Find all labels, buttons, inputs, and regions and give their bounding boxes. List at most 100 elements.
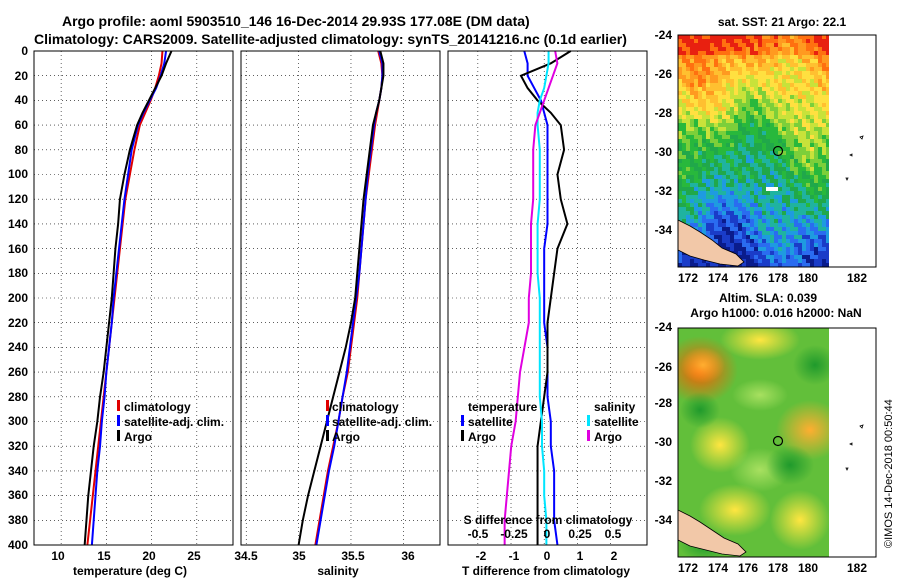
- sst-cell: [822, 179, 826, 183]
- sst-cell: [826, 139, 830, 143]
- sst-cell: [810, 111, 814, 115]
- sst-cell: [798, 251, 802, 255]
- sst-cell: [722, 171, 726, 175]
- sst-cell: [694, 159, 698, 163]
- sst-cell: [806, 67, 810, 71]
- sst-cell: [698, 47, 702, 51]
- sst-cell: [810, 163, 814, 167]
- x-tick-label: 10: [51, 549, 65, 563]
- sst-cell: [706, 103, 710, 107]
- sst-cell: [742, 187, 746, 191]
- sst-cell: [766, 71, 770, 75]
- sst-cell: [686, 63, 690, 67]
- sst-cell: [814, 59, 818, 63]
- sst-cell: [702, 131, 706, 135]
- sst-cell: [718, 139, 722, 143]
- sst-cell: [806, 39, 810, 43]
- sst-cell: [698, 91, 702, 95]
- sst-cell: [730, 59, 734, 63]
- sst-cell: [818, 227, 822, 231]
- x2-tick-label: -0.25: [500, 527, 528, 541]
- sst-cell: [742, 239, 746, 243]
- sst-cell: [782, 211, 786, 215]
- sst-cell: [686, 127, 690, 131]
- argo-location-marker: [772, 145, 784, 157]
- sst-cell: [754, 223, 758, 227]
- sst-cell: [710, 111, 714, 115]
- sst-cell: [766, 123, 770, 127]
- sst-cell: [714, 191, 718, 195]
- sst-cell: [766, 35, 770, 39]
- sst-cell: [778, 187, 782, 191]
- sst-cell: [706, 191, 710, 195]
- sst-cell: [766, 51, 770, 55]
- sst-cell: [718, 207, 722, 211]
- sst-cell: [750, 151, 754, 155]
- sst-cell: [710, 115, 714, 119]
- sst-cell: [690, 163, 694, 167]
- sst-cell: [710, 263, 714, 267]
- sst-cell: [758, 155, 762, 159]
- sst-cell: [766, 103, 770, 107]
- sst-cell: [826, 203, 830, 207]
- sst-cell: [814, 207, 818, 211]
- sst-cell: [730, 63, 734, 67]
- sst-cell: [782, 75, 786, 79]
- sst-cell: [818, 219, 822, 223]
- sst-cell: [730, 203, 734, 207]
- sst-cell: [786, 151, 790, 155]
- sst-cell: [706, 227, 710, 231]
- sst-cell: [758, 199, 762, 203]
- sst-cell: [702, 167, 706, 171]
- sst-cell: [730, 75, 734, 79]
- x-tick-label: 34.5: [234, 549, 258, 563]
- sst-cell: [798, 183, 802, 187]
- sst-cell: [690, 39, 694, 43]
- sst-cell: [698, 211, 702, 215]
- sst-cell: [690, 183, 694, 187]
- sst-cell: [798, 135, 802, 139]
- sst-cell: [758, 43, 762, 47]
- sst-cell: [770, 103, 774, 107]
- sst-cell: [682, 259, 686, 263]
- sst-cell: [710, 91, 714, 95]
- sst-cell: [802, 211, 806, 215]
- sst-cell: [690, 203, 694, 207]
- sst-cell: [766, 247, 770, 251]
- sst-cell: [826, 79, 830, 83]
- sst-cell: [766, 251, 770, 255]
- sst-cell: [726, 87, 730, 91]
- sst-cell: [734, 227, 738, 231]
- sst-cell: [702, 135, 706, 139]
- sst-cell: [706, 123, 710, 127]
- sst-cell: [738, 167, 742, 171]
- sst-map-panel: sat. SST: 21 Argo: 22.1 -24 -26 -28 -30 …: [655, 15, 877, 285]
- sst-cell: [778, 55, 782, 59]
- sst-cell: [698, 163, 702, 167]
- sst-cell: [762, 251, 766, 255]
- sst-cell: [814, 75, 818, 79]
- sst-cell: [718, 43, 722, 47]
- legend-label-t-argo: Argo: [468, 430, 496, 444]
- sst-cell: [810, 223, 814, 227]
- sst-cell: [778, 115, 782, 119]
- sst-cell: [774, 159, 778, 163]
- sst-cell: [702, 127, 706, 131]
- sst-cell: [782, 51, 786, 55]
- sst-cell: [766, 179, 770, 183]
- sst-cell: [778, 147, 782, 151]
- sst-cell: [778, 255, 782, 259]
- sst-cell: [726, 39, 730, 43]
- sst-cell: [694, 203, 698, 207]
- sst-cell: [802, 103, 806, 107]
- sst-cell: [694, 87, 698, 91]
- sst-cell: [794, 199, 798, 203]
- sst-cell: [730, 219, 734, 223]
- sst-cell: [762, 99, 766, 103]
- sst-cell: [742, 191, 746, 195]
- sst-cell: [726, 167, 730, 171]
- sst-cell: [746, 239, 750, 243]
- sst-cell: [774, 91, 778, 95]
- sst-cell: [742, 139, 746, 143]
- sst-cell: [770, 187, 774, 191]
